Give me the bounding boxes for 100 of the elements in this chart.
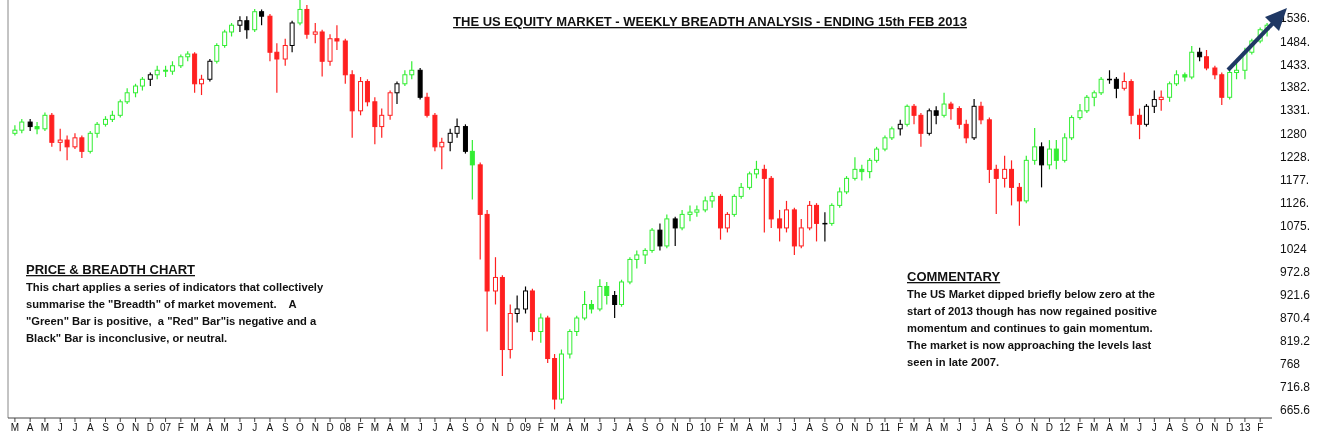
y-tick-label: 870.4: [1280, 311, 1311, 326]
x-tick-label: A: [86, 422, 94, 432]
x-tick-label: A: [266, 422, 274, 432]
x-tick-label: M: [10, 422, 20, 432]
annotation: PRICE & BREADTH CHART: [26, 262, 196, 277]
x-tick-label: O: [476, 422, 485, 432]
candlestick: [724, 211, 730, 234]
x-tick-label: J: [1137, 422, 1143, 432]
candlestick: [1062, 132, 1068, 164]
x-tick-label: J: [597, 422, 603, 432]
candlestick: [567, 328, 573, 360]
candlestick: [993, 164, 999, 215]
x-tick-label: D: [146, 422, 154, 432]
x-tick-label: D: [1045, 422, 1054, 432]
candlestick: [783, 200, 789, 234]
x-tick-label: O: [1195, 422, 1204, 432]
x-tick-label: A: [806, 422, 814, 432]
candlestick: [941, 92, 947, 119]
x-tick-label: F: [897, 422, 904, 432]
candlestick: [807, 200, 813, 231]
candlestick: [523, 285, 529, 315]
candlestick: [1143, 103, 1149, 128]
text: THE US EQUITY MARKET - WEEKLY BREADTH ANALYSIS - ENDING 15th FEB 2013: [453, 14, 967, 29]
x-tick-label: M: [400, 422, 410, 432]
x-tick-label: O: [296, 422, 305, 432]
x-tick-label: M: [190, 422, 199, 432]
y-tick-label: 1228.: [1280, 149, 1311, 164]
candlestick: [1046, 139, 1052, 170]
x-tick-label: M: [40, 422, 50, 432]
x-tick-label: J: [72, 422, 78, 432]
candlestick: [1053, 139, 1059, 170]
x-tick-label: J: [417, 422, 423, 432]
x-tick-label: O: [835, 422, 844, 432]
candlestick: [956, 105, 962, 130]
candlestick: [117, 98, 123, 119]
x-tick-label: M: [220, 422, 229, 432]
candlestick: [1121, 71, 1127, 92]
candlestick: [379, 107, 385, 139]
x-tick-label: 08: [339, 422, 352, 432]
x-tick-label: N: [491, 422, 500, 432]
candlestick: [1158, 89, 1164, 112]
candlestick: [42, 112, 48, 132]
candlestick: [582, 290, 588, 321]
candlestick: [619, 279, 625, 308]
x-tick-label: O: [116, 422, 125, 432]
x-tick-label: N: [131, 422, 140, 432]
x-tick-label: A: [446, 422, 454, 432]
candlestick: [867, 157, 873, 179]
candlestick: [1151, 89, 1157, 114]
x-tick-label: J: [777, 422, 783, 432]
candlestick: [1137, 107, 1143, 140]
x-tick-label: M: [939, 422, 949, 432]
x-tick-label: S: [102, 422, 110, 432]
candlestick: [948, 101, 954, 121]
x-tick-label: J: [956, 422, 962, 432]
x-tick-label: A: [566, 422, 574, 432]
candlestick: [844, 175, 850, 195]
candlestick: [1113, 76, 1119, 99]
y-tick-label: 921.6: [1280, 287, 1311, 302]
x-tick-label: 07: [160, 422, 172, 432]
x-tick-label: M: [550, 422, 559, 432]
x-tick-label: 13: [1239, 422, 1251, 432]
x-tick-label: 12: [1059, 422, 1071, 432]
candlestick: [1016, 182, 1022, 227]
candlestick: [978, 101, 984, 125]
candlestick: [34, 121, 40, 135]
x-tick-label: A: [746, 422, 754, 432]
x-tick-label: F: [717, 422, 724, 432]
x-tick-label: J: [1151, 422, 1157, 432]
candlestick: [747, 171, 753, 191]
candlestick: [424, 92, 430, 119]
candlestick: [538, 312, 544, 344]
candlestick: [1167, 80, 1173, 103]
x-tick-label: 09: [519, 422, 532, 432]
y-tick-label: 768: [1280, 357, 1301, 372]
candlestick: [933, 105, 939, 125]
y-tick-label: 1382.: [1280, 80, 1311, 95]
x-tick-label: O: [1015, 422, 1024, 432]
x-tick-label: J: [791, 422, 797, 432]
x-tick-label: F: [177, 422, 184, 432]
annotation: This chart applies a series of indicators that collectively summarise the "Breadth" of market movement. A "Green" Bar is positive, a "Red" Bar"is negative and a Black" Bar is inconclusive, or neutral.: [26, 281, 324, 344]
candlestick: [731, 193, 737, 218]
x-tick-label: S: [641, 422, 649, 432]
x-tick-label: J: [432, 422, 438, 432]
x-tick-label: N: [851, 422, 859, 432]
x-tick-label: M: [1120, 422, 1129, 432]
x-tick-label: A: [386, 422, 394, 432]
x-tick-label: F: [1076, 422, 1084, 432]
x-tick-label: J: [57, 422, 63, 432]
y-tick-label: 1126.: [1280, 195, 1310, 210]
x-tick-label: D: [1226, 422, 1234, 432]
candlestick: [672, 216, 678, 247]
candlestick: [926, 107, 932, 137]
y-tick-label: 1484.: [1280, 34, 1311, 49]
x-tick-label: A: [206, 422, 214, 432]
x-tick-label: 10: [699, 422, 712, 432]
x-tick-label: M: [370, 422, 380, 432]
candlestick: [679, 209, 685, 231]
x-tick-label: J: [612, 422, 618, 432]
candlestick: [657, 222, 663, 252]
